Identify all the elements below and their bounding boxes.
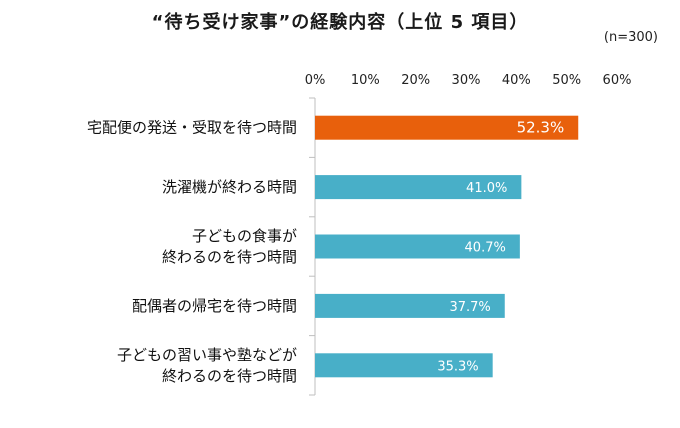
sample-size-note: (n=300) <box>603 30 658 45</box>
chart-title: “待ち受け家事”の経験内容（上位 5 項目） <box>151 12 529 33</box>
x-tick-label: 30% <box>452 73 481 88</box>
x-tick-label: 20% <box>401 73 430 88</box>
category-label: 終わるのを待つ時間 <box>162 367 297 385</box>
bar-value-label: 52.3% <box>517 119 565 137</box>
bar-value-label: 35.3% <box>437 359 478 374</box>
x-tick-label: 40% <box>502 73 531 88</box>
x-tick-label: 10% <box>351 73 380 88</box>
category-label: 洗濯機が終わる時間 <box>162 178 297 196</box>
bar-value-label: 40.7% <box>465 241 506 256</box>
category-label: 配偶者の帰宅を待つ時間 <box>132 297 297 315</box>
bar-value-label: 41.0% <box>466 181 507 196</box>
category-label: 宅配便の発送・受取を待つ時間 <box>87 119 297 137</box>
x-tick-label: 60% <box>603 73 632 88</box>
bar <box>315 175 522 200</box>
bar <box>315 234 520 259</box>
category-label: 終わるのを待つ時間 <box>162 248 297 266</box>
x-tick-label: 50% <box>552 73 581 88</box>
category-label: 子どもの食事が <box>192 227 297 245</box>
category-label: 子どもの習い事や塾などが <box>117 346 297 364</box>
bar <box>315 353 493 378</box>
x-tick-label: 0% <box>305 73 326 88</box>
bar <box>315 115 579 140</box>
bar-value-label: 37.7% <box>449 300 490 315</box>
bar <box>315 293 505 318</box>
